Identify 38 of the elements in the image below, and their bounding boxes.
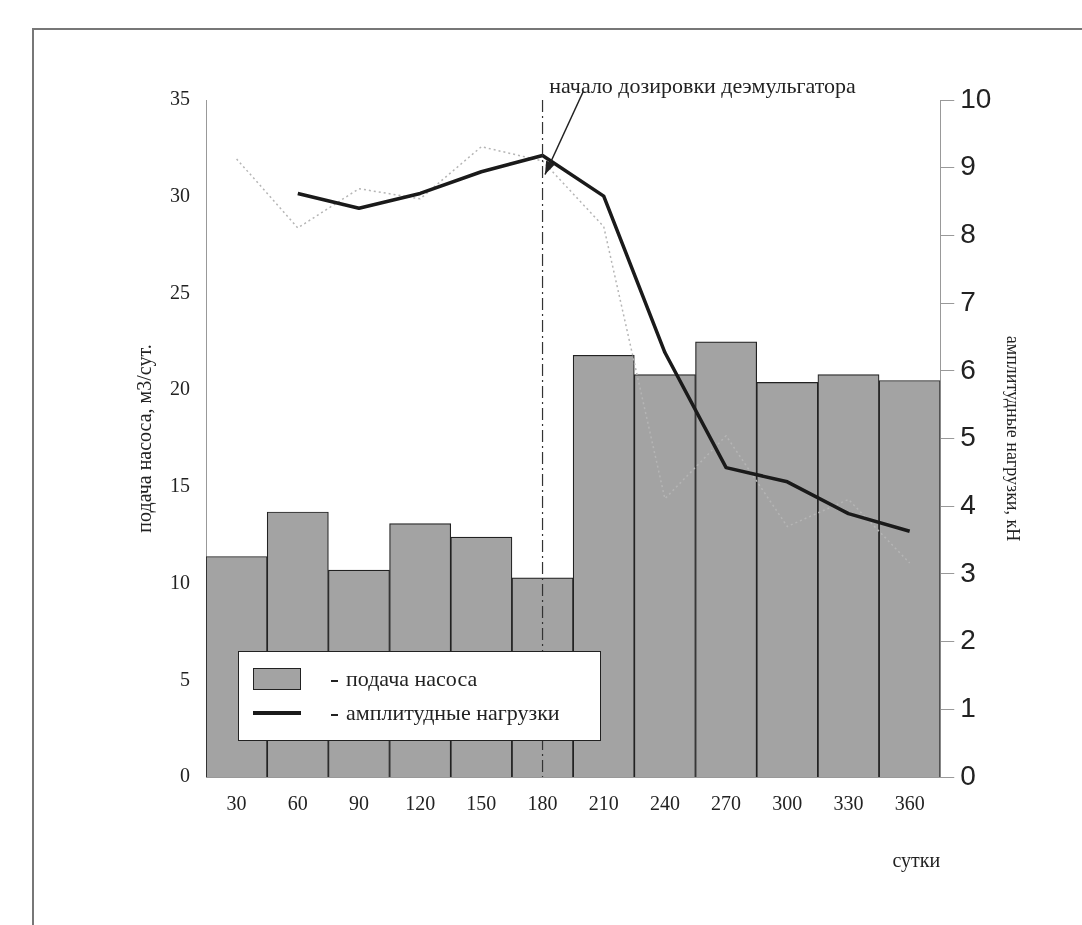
x-tick-label: 60: [287, 792, 308, 815]
y2-tick-label: 7: [960, 285, 976, 317]
y-tick-label: 0: [180, 764, 190, 787]
y2-axis-title: амплитудные нагрузки, кН: [1003, 335, 1024, 542]
y2-tick-label: 5: [960, 421, 976, 453]
y2-tick-label: 10: [960, 82, 992, 114]
y2-tick-label: 1: [960, 692, 976, 724]
x-tick-label: 30: [226, 792, 247, 815]
y-tick-label: 15: [170, 474, 190, 497]
x-tick-label: 150: [466, 792, 497, 815]
y-axis-title: подача насоса, м3/сут.: [133, 344, 157, 533]
y2-tick-label: 9: [960, 150, 976, 182]
y2-tick-label: 0: [960, 759, 976, 791]
ref-line-label: начало дозировки деэмульгатора: [549, 72, 857, 98]
x-tick-label: 120: [405, 792, 436, 815]
x-axis-title: сутки: [892, 849, 941, 872]
y2-tick-label: 8: [960, 218, 976, 250]
x-tick-label: 270: [711, 792, 742, 815]
y2-tick-label: 2: [960, 624, 976, 656]
y-tick-label: 30: [170, 183, 190, 206]
y2-tick-label: 3: [960, 556, 976, 588]
x-tick-label: 180: [527, 792, 558, 815]
y-tick-label: 20: [170, 377, 190, 400]
y-tick-label: 25: [170, 280, 190, 303]
line-series: [235, 145, 911, 564]
legend-label: амплитудные нагрузки: [331, 700, 560, 726]
y2-tick-label: 6: [960, 353, 976, 385]
x-tick-label: 360: [894, 792, 925, 815]
legend-label: подача насоса: [331, 666, 478, 692]
y-tick-label: 35: [170, 87, 190, 110]
x-tick-label: 210: [588, 792, 619, 815]
y-tick-label: 5: [180, 667, 190, 690]
x-tick-label: 90: [348, 792, 369, 815]
y-tick-label: 10: [170, 570, 190, 593]
x-tick-label: 330: [833, 792, 864, 815]
x-tick-label: 240: [649, 792, 680, 815]
y2-tick-label: 4: [960, 488, 976, 520]
x-tick-label: 300: [772, 792, 803, 815]
